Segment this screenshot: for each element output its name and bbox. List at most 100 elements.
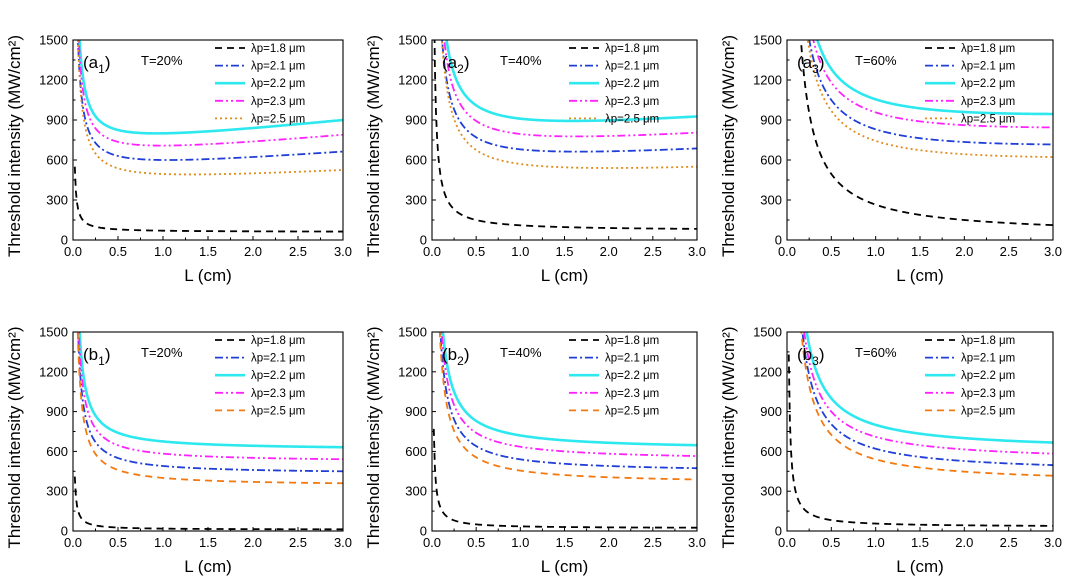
- x-tick-label-b3-4: 2.0: [955, 535, 973, 550]
- legend-label-b2-4: λp=2.3 μm: [605, 388, 659, 400]
- x-tick-label-b3-3: 1.5: [911, 535, 929, 550]
- legend-label-a1-4: λp=2.3 μm: [251, 96, 305, 108]
- annotation-a3: T=60%: [855, 53, 897, 68]
- annotation-a1: T=20%: [141, 53, 183, 68]
- x-tick-label-a2-3: 1.5: [555, 244, 573, 259]
- y-tick-label-a2-1: 300: [405, 193, 427, 208]
- series-line-b2-1: [432, 428, 697, 529]
- series-line-b2-2: [439, 332, 697, 470]
- series-line-a3-1: [800, 40, 1053, 227]
- y-tick-label-b3-3: 900: [760, 404, 782, 419]
- x-tick-label-a3-2: 1.0: [867, 244, 885, 259]
- annotation-b1: T=20%: [141, 345, 183, 360]
- y-tick-label-b2-2: 600: [405, 444, 427, 459]
- x-tick-label-a3-0: 0.0: [778, 244, 796, 259]
- panel-label-a2: (a2): [442, 53, 469, 76]
- series-line-b1-3: [78, 332, 343, 449]
- legend-label-b3-4: λp=2.3 μm: [961, 388, 1015, 400]
- legend-label-b2-3: λp=2.2 μm: [605, 370, 659, 382]
- panel-label-a3: (a3): [797, 53, 824, 76]
- series-line-b1-1: [73, 476, 343, 531]
- x-tick-label-a2-5: 2.5: [644, 244, 662, 259]
- y-tick-label-a1-1: 300: [46, 193, 68, 208]
- series-line-a2-5: [440, 40, 697, 169]
- legend-label-b3-3: λp=2.2 μm: [961, 370, 1015, 382]
- panel-a3: 0.0 0.5 1.0 1.5 2.0 2.5 3.0 0 300 600 900 1200 1500 L…: [719, 33, 1062, 286]
- x-tick-label-a3-6: 3.0: [1044, 244, 1062, 259]
- series-line-a3-5: [806, 40, 1053, 158]
- series-line-a1-5: [77, 40, 343, 176]
- x-tick-label-a1-6: 3.0: [334, 244, 352, 259]
- panel-b3: 0.0 0.5 1.0 1.5 2.0 2.5 3.0 0 300 600 900 1200 1500 L…: [719, 325, 1062, 577]
- legend-label-b3-5: λp=2.5 μm: [961, 405, 1015, 417]
- y-tick-label-a3-4: 1200: [753, 73, 782, 88]
- legend-label-b3-2: λp=2.1 μm: [961, 353, 1015, 365]
- annotation-a2: T=40%: [500, 53, 542, 68]
- panel-label-b3: (b3): [797, 345, 824, 368]
- x-tick-label-b3-6: 3.0: [1044, 535, 1062, 550]
- x-tick-label-a3-4: 2.0: [955, 244, 973, 259]
- x-tick-label-a2-6: 3.0: [688, 244, 706, 259]
- x-tick-label-a1-3: 1.5: [199, 244, 217, 259]
- legend-label-a1-2: λp=2.1 μm: [251, 61, 305, 73]
- y-tick-label-a3-5: 1500: [753, 33, 782, 48]
- x-tick-label-a3-5: 2.5: [1000, 244, 1018, 259]
- series-line-a2-3: [445, 40, 697, 123]
- series-line-a1-2: [77, 40, 343, 161]
- x-tick-label-a2-1: 0.5: [467, 244, 485, 259]
- series-line-a2-1: [433, 40, 697, 230]
- legend-label-a1-3: λp=2.2 μm: [251, 78, 305, 90]
- x-tick-label-b1-2: 1.0: [154, 535, 172, 550]
- series-line-b2-4: [440, 332, 697, 457]
- legend-label-a2-3: λp=2.2 μm: [605, 78, 659, 90]
- x-tick-label-b2-2: 1.0: [511, 535, 529, 550]
- x-tick-label-b1-6: 3.0: [334, 535, 352, 550]
- legend-label-b1-1: λp=1.8 μm: [251, 335, 305, 347]
- x-tick-label-b3-2: 1.0: [867, 535, 885, 550]
- y-tick-label-b3-5: 1500: [753, 325, 782, 340]
- x-tick-label-a2-0: 0.0: [423, 244, 441, 259]
- annotation-b3: T=60%: [855, 345, 897, 360]
- y-tick-label-a1-4: 1200: [39, 73, 68, 88]
- series-line-a3-3: [815, 40, 1053, 116]
- y-axis-label-b2: Threshold intensity (MW/cm²): [364, 327, 383, 549]
- x-tick-label-b2-6: 3.0: [688, 535, 706, 550]
- series-line-a3-4: [812, 40, 1053, 129]
- panel-label-b1: (b1): [83, 345, 110, 368]
- series-line-b2-3: [441, 332, 697, 447]
- x-axis-label-a1: L (cm): [184, 266, 232, 285]
- x-tick-label-b2-4: 2.0: [600, 535, 618, 550]
- y-tick-label-b1-2: 600: [46, 444, 68, 459]
- legend-label-b2-1: λp=1.8 μm: [605, 335, 659, 347]
- y-tick-label-a1-2: 600: [46, 153, 68, 168]
- legend-label-a2-1: λp=1.8 μm: [605, 43, 659, 55]
- series-line-a2-4: [443, 40, 697, 138]
- series-line-a3-2: [808, 40, 1053, 146]
- x-tick-label-b3-0: 0.0: [778, 535, 796, 550]
- y-tick-label-b2-3: 900: [405, 404, 427, 419]
- legend-label-b2-5: λp=2.5 μm: [605, 405, 659, 417]
- x-tick-label-a1-5: 2.5: [289, 244, 307, 259]
- y-tick-label-b2-5: 1500: [398, 325, 427, 340]
- legend-label-b1-2: λp=2.1 μm: [251, 353, 305, 365]
- x-axis-label-a3: L (cm): [896, 266, 944, 285]
- x-tick-label-b1-4: 2.0: [244, 535, 262, 550]
- y-tick-label-a1-0: 0: [61, 233, 68, 248]
- y-tick-label-a2-4: 1200: [398, 73, 427, 88]
- y-tick-label-a2-5: 1500: [398, 33, 427, 48]
- series-line-b3-2: [801, 332, 1053, 467]
- series-line-b3-4: [803, 332, 1053, 455]
- legend-label-b1-4: λp=2.3 μm: [251, 388, 305, 400]
- x-tick-label-b2-1: 0.5: [467, 535, 485, 550]
- y-tick-label-b3-2: 600: [760, 444, 782, 459]
- x-tick-label-b2-5: 2.5: [644, 535, 662, 550]
- series-line-b1-2: [77, 332, 343, 473]
- panel-label-b2: (b2): [442, 345, 469, 368]
- panel-label-a1: (a1): [83, 53, 110, 76]
- legend-label-a1-1: λp=1.8 μm: [251, 43, 305, 55]
- panel-b2: 0.0 0.5 1.0 1.5 2.0 2.5 3.0 0 300 600 900 1200 1500 L…: [364, 325, 706, 577]
- x-axis-label-b3: L (cm): [896, 557, 944, 576]
- x-tick-label-b2-0: 0.0: [423, 535, 441, 550]
- y-tick-label-a3-3: 900: [760, 113, 782, 128]
- y-tick-label-b1-3: 900: [46, 404, 68, 419]
